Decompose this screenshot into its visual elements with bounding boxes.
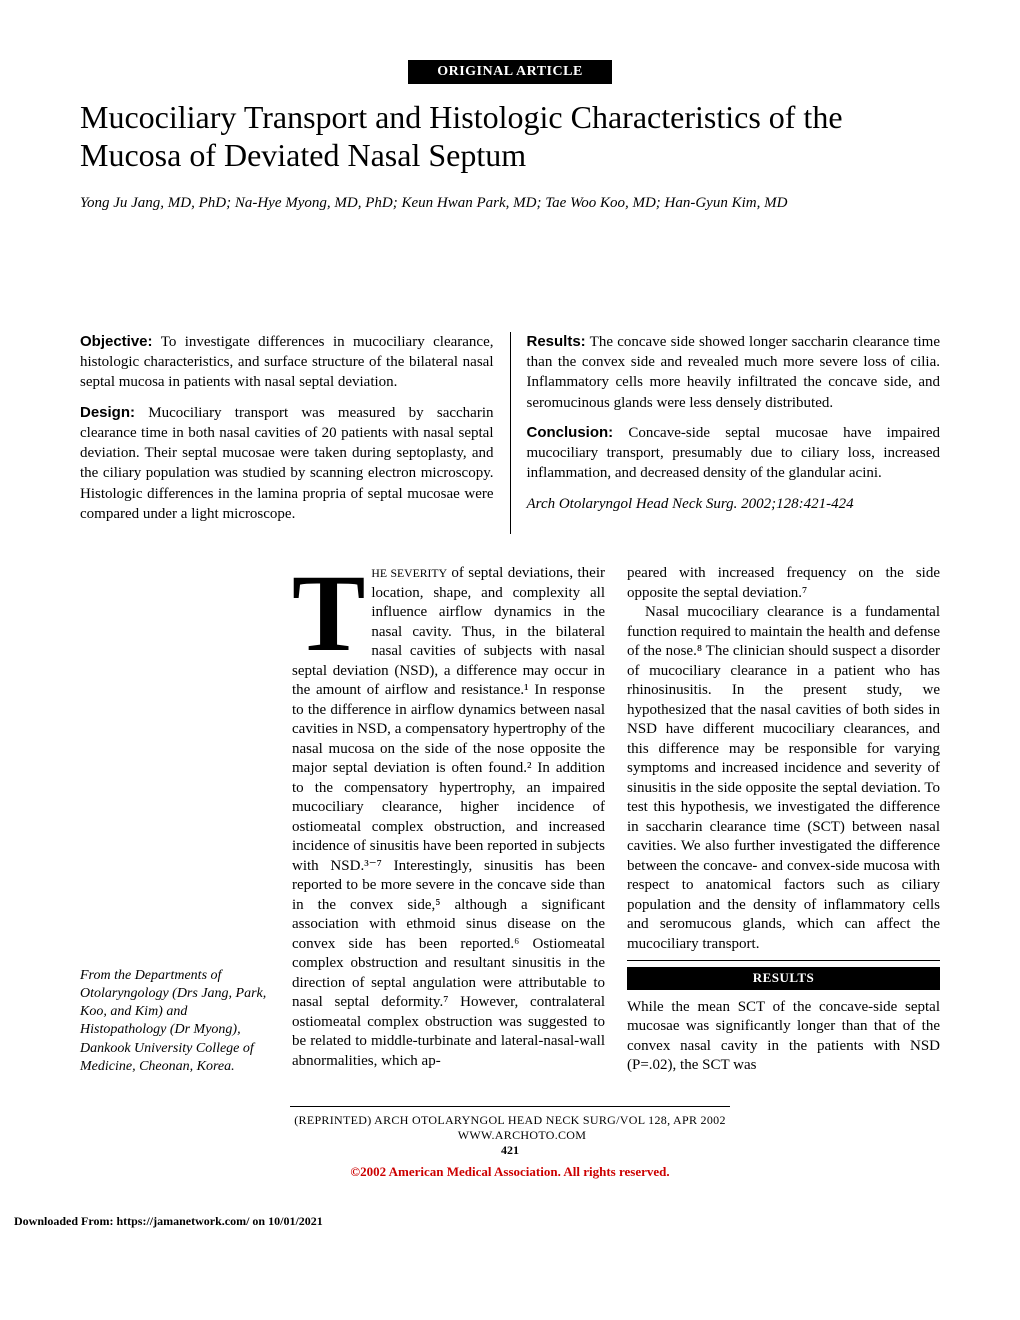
results-label: Results: bbox=[527, 333, 586, 350]
body-area: From the Departments of Otolaryngology (… bbox=[80, 564, 940, 1076]
design-label: Design: bbox=[80, 404, 135, 421]
abstract-conclusion: Conclusion: Concave-side septal mucosae … bbox=[527, 423, 941, 484]
results-heading-wrap: RESULTS bbox=[627, 960, 940, 990]
results-heading: RESULTS bbox=[627, 967, 940, 990]
body-column-1: T HE SEVERITY of septal deviations, thei… bbox=[292, 564, 605, 1076]
affiliation-text: From the Departments of Otolaryngology (… bbox=[80, 967, 270, 1076]
body-col2-p2: Nasal mucociliary clearance is a fundame… bbox=[627, 603, 940, 954]
abstract-right-column: Results: The concave side showed longer … bbox=[511, 332, 941, 534]
abstract-design: Design: Mucociliary transport was measur… bbox=[80, 403, 494, 525]
conclusion-label: Conclusion: bbox=[527, 424, 614, 441]
body-column-2: peared with increased frequency on the s… bbox=[627, 564, 940, 1076]
affiliation-column: From the Departments of Otolaryngology (… bbox=[80, 564, 270, 1076]
copyright-notice: ©2002 American Medical Association. All … bbox=[80, 1164, 940, 1180]
page-container: ORIGINAL ARTICLE Mucociliary Transport a… bbox=[0, 0, 1020, 1210]
abstract-results: Results: The concave side showed longer … bbox=[527, 332, 941, 413]
abstract-box: Objective: To investigate differences in… bbox=[80, 332, 940, 534]
article-title: Mucociliary Transport and Histologic Cha… bbox=[80, 98, 940, 175]
design-text: Mucociliary transport was measured by sa… bbox=[80, 405, 494, 522]
article-type-badge: ORIGINAL ARTICLE bbox=[408, 60, 612, 84]
results-text: The concave side showed longer saccharin… bbox=[527, 334, 941, 411]
author-list: Yong Ju Jang, MD, PhD; Na-Hye Myong, MD,… bbox=[80, 195, 940, 212]
footer-line1: (REPRINTED) ARCH OTOLARYNGOL HEAD NECK S… bbox=[290, 1113, 730, 1143]
abstract-left-column: Objective: To investigate differences in… bbox=[80, 332, 511, 534]
footer-reprint: (REPRINTED) ARCH OTOLARYNGOL HEAD NECK S… bbox=[294, 1113, 726, 1127]
abstract-citation: Arch Otolaryngol Head Neck Surg. 2002;12… bbox=[527, 494, 941, 514]
abstract-objective: Objective: To investigate differences in… bbox=[80, 332, 494, 393]
download-note: Downloaded From: https://jamanetwork.com… bbox=[0, 1210, 1020, 1239]
page-footer: (REPRINTED) ARCH OTOLARYNGOL HEAD NECK S… bbox=[290, 1106, 730, 1158]
page-number: 421 bbox=[290, 1143, 730, 1158]
body-col2-p3: While the mean SCT of the concave-side s… bbox=[627, 998, 940, 1076]
objective-label: Objective: bbox=[80, 333, 153, 350]
dropcap-letter: T bbox=[292, 564, 371, 655]
footer-url: WWW.ARCHOTO.COM bbox=[458, 1128, 587, 1142]
body-col2-p1: peared with increased frequency on the s… bbox=[627, 564, 940, 603]
